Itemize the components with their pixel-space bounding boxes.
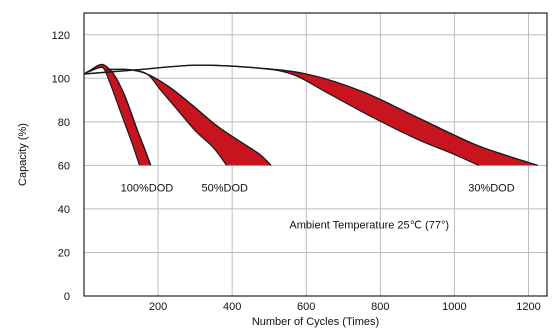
x-tick-label: 200 [149, 301, 167, 313]
lower-curve-30-dod [83, 64, 479, 166]
x-tick-label: 600 [297, 301, 315, 313]
y-tick-label: 40 [58, 204, 70, 216]
x-tick-label: 400 [223, 301, 241, 313]
lower-curve-100-dod [83, 66, 141, 166]
annotation-0: 100%DOD [121, 183, 174, 195]
band-50-dod [106, 69, 272, 166]
dod-bands [84, 64, 538, 166]
dod-curves [83, 63, 538, 167]
annotations: 100%DOD 50%DOD 30%DOD Ambient Temperature 2… [121, 183, 515, 232]
y-axis-title: Capacity (%) [17, 123, 29, 186]
y-tick-label: 0 [64, 291, 70, 303]
y-tick-labels: 0 20 40 60 80 100 120 [52, 30, 70, 303]
x-tick-labels: 200 400 600 800 1000 1200 [149, 301, 541, 313]
annotation-3: Ambient Temperature 25℃ (77°) [289, 220, 449, 232]
x-tick-label: 800 [371, 301, 389, 313]
x-tick-label: 1000 [442, 301, 466, 313]
x-axis-title: Number of Cycles (Times) [252, 316, 379, 328]
y-tick-label: 120 [52, 30, 70, 42]
y-tick-label: 80 [58, 117, 70, 129]
y-tick-label: 60 [58, 160, 70, 172]
band-100-dod [84, 64, 151, 166]
annotation-1: 50%DOD [202, 183, 249, 195]
y-tick-label: 100 [52, 73, 70, 85]
y-tick-label: 20 [58, 247, 70, 259]
plot-frame [83, 12, 548, 297]
annotation-2: 30%DOD [468, 183, 515, 195]
band-30-dod [84, 65, 538, 166]
x-tick-label: 1200 [516, 301, 540, 313]
upper-curve-100-dod [83, 63, 152, 166]
